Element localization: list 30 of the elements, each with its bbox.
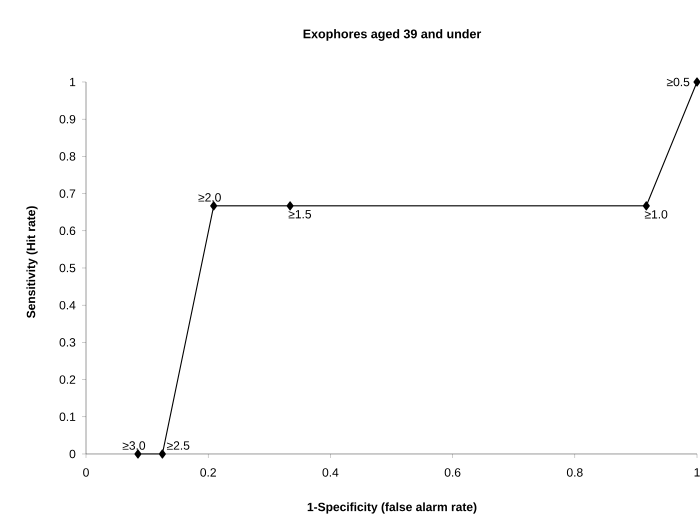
y-tick-label: 1	[70, 78, 76, 86]
y-tick-label: 0.9	[60, 114, 76, 124]
x-axis-title: 1-Specificity (false alarm rate)	[308, 502, 476, 514]
y-tick-label: 0	[70, 450, 76, 458]
y-tick-label: 0.3	[60, 338, 76, 347]
annotation: ≥1.5	[288, 210, 312, 218]
y-tick-label: 0.1	[60, 412, 76, 422]
annotation: ≥2.5	[166, 441, 190, 450]
annotation: ≥2.0	[198, 193, 221, 202]
point	[134, 449, 142, 459]
y-tick-label: 0.2	[60, 375, 76, 384]
y-axis-title: Sensitivity (Hit rate)	[26, 206, 38, 318]
x-tick-label: 0.4	[322, 468, 338, 477]
annotation: ≥0.5	[666, 78, 690, 86]
y-tick-label: 0.5	[60, 264, 76, 272]
chart-title: Exophores aged 39 and under	[304, 29, 482, 41]
x-tick-label: 1	[694, 468, 700, 476]
y-tick-label: 0.4	[60, 300, 76, 310]
y-tick-label: 0.8	[60, 152, 76, 161]
point	[158, 449, 166, 459]
point	[286, 201, 294, 210]
y-tick-label: 0.6	[60, 226, 76, 236]
annotation: ≥3.0	[122, 441, 146, 450]
y-tick-label: 0.7	[60, 189, 76, 198]
x-tick-label: 0.2	[200, 468, 216, 477]
annotation: ≥1.0	[644, 210, 668, 219]
x-tick-label: 0	[83, 468, 89, 477]
point	[642, 201, 650, 210]
x-tick-label: 0.8	[566, 468, 583, 477]
x-tick-label: 0.6	[444, 468, 460, 477]
